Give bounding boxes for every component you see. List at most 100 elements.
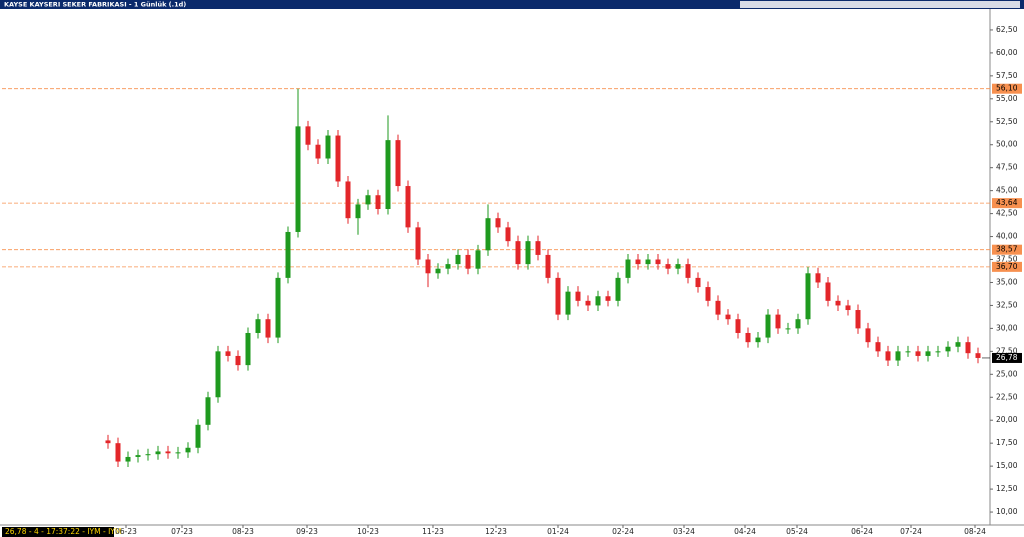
candle-body (235, 355, 241, 366)
x-tick-label: 02-24 (612, 527, 634, 536)
candle-body (565, 291, 571, 315)
candle-body (245, 332, 251, 366)
candle-body (145, 454, 151, 456)
candle-body (275, 277, 281, 338)
candle-body (395, 140, 401, 187)
candle-body (535, 241, 541, 255)
level-label: 56,10 (996, 84, 1018, 93)
y-tick-label: 37,50 (996, 255, 1018, 264)
candle-body (295, 126, 301, 232)
candle-body (605, 296, 611, 301)
level-label: 43,64 (996, 198, 1018, 207)
y-tick-label: 62,50 (996, 25, 1018, 34)
level-box (992, 83, 1022, 94)
candle-body (795, 319, 801, 329)
candle-body (305, 126, 311, 145)
candle-body (735, 319, 741, 333)
candle-body (225, 351, 231, 356)
y-tick-label: 47,50 (996, 163, 1018, 172)
candle-body (265, 319, 271, 338)
candle-body (205, 397, 211, 425)
candle-body (435, 268, 441, 274)
candle-body (315, 144, 321, 159)
candle-body (185, 447, 191, 453)
candle-body (215, 351, 221, 398)
candle-body (285, 231, 291, 278)
candle-body (585, 300, 591, 306)
level-label: 36,70 (996, 262, 1018, 271)
candle-body (835, 300, 841, 306)
candle-body (695, 277, 701, 288)
candle-body (335, 135, 341, 182)
candle-body (525, 241, 531, 265)
candle-body (475, 250, 481, 269)
candle-body (845, 305, 851, 311)
candle-body (865, 328, 871, 343)
candle-body (815, 273, 821, 283)
candle-body (125, 456, 131, 462)
x-tick-label: 01-24 (547, 527, 569, 536)
candle-body (455, 254, 461, 265)
y-tick-label: 50,00 (996, 140, 1018, 149)
level-box (992, 198, 1022, 209)
candle-body (495, 218, 501, 228)
y-tick-label: 45,00 (996, 186, 1018, 195)
level-label: 38,57 (996, 245, 1018, 254)
candle-body (725, 314, 731, 320)
y-tick-label: 32,50 (996, 300, 1018, 309)
y-tick-label: 12,50 (996, 484, 1018, 493)
y-tick-label: 22,50 (996, 392, 1018, 401)
window-title: KAYSE KAYSERI SEKER FABRIKASI - 1 Günlük… (4, 1, 186, 9)
y-tick-label: 55,00 (996, 94, 1018, 103)
x-tick-label: 07-23 (171, 527, 193, 536)
x-tick-label: 06-23 (115, 527, 137, 536)
candle-body (915, 351, 921, 356)
status-box (2, 527, 114, 537)
x-tick-label: 04-24 (734, 527, 756, 536)
y-tick-label: 40,00 (996, 232, 1018, 241)
candle-body (405, 186, 411, 228)
x-tick-label: 10-23 (357, 527, 379, 536)
status-text: 26,78 - 4 - 17:37:22 - IYM - IYM (5, 527, 121, 536)
candle-body (355, 204, 361, 219)
level-box (992, 244, 1022, 255)
candle-body (785, 328, 791, 330)
candle-body (975, 353, 981, 358)
candle-body (115, 443, 121, 462)
candle-body (625, 259, 631, 278)
candle-body (665, 264, 671, 269)
y-tick-label: 10,00 (996, 507, 1018, 516)
y-tick-label: 35,00 (996, 277, 1018, 286)
y-tick-label: 25,00 (996, 369, 1018, 378)
y-tick-label: 60,00 (996, 48, 1018, 57)
candle-body (655, 259, 661, 265)
y-tick-label: 17,50 (996, 438, 1018, 447)
candle-body (805, 273, 811, 320)
x-tick-label: 12-23 (485, 527, 507, 536)
candle-body (905, 351, 911, 353)
candle-body (925, 351, 931, 356)
candle-body (955, 342, 961, 347)
y-tick-label: 30,00 (996, 323, 1018, 332)
x-tick-label: 05-24 (786, 527, 808, 536)
candle-body (775, 314, 781, 329)
candle-body (895, 351, 901, 361)
candle-body (165, 451, 171, 454)
x-tick-label: 06-24 (851, 527, 873, 536)
candle-body (885, 351, 891, 361)
candle-body (375, 195, 381, 210)
x-tick-label: 08-24 (964, 527, 986, 536)
candle-body (595, 296, 601, 306)
candle-body (425, 259, 431, 274)
candle-body (515, 241, 521, 265)
candle-body (385, 140, 391, 210)
candle-body (755, 337, 761, 343)
x-tick-label: 03-24 (673, 527, 695, 536)
candle-body (105, 440, 111, 444)
candle-body (445, 264, 451, 269)
y-tick-label: 52,50 (996, 117, 1018, 126)
candle-body (615, 277, 621, 301)
toolbar (740, 1, 1020, 8)
candle-body (715, 300, 721, 315)
